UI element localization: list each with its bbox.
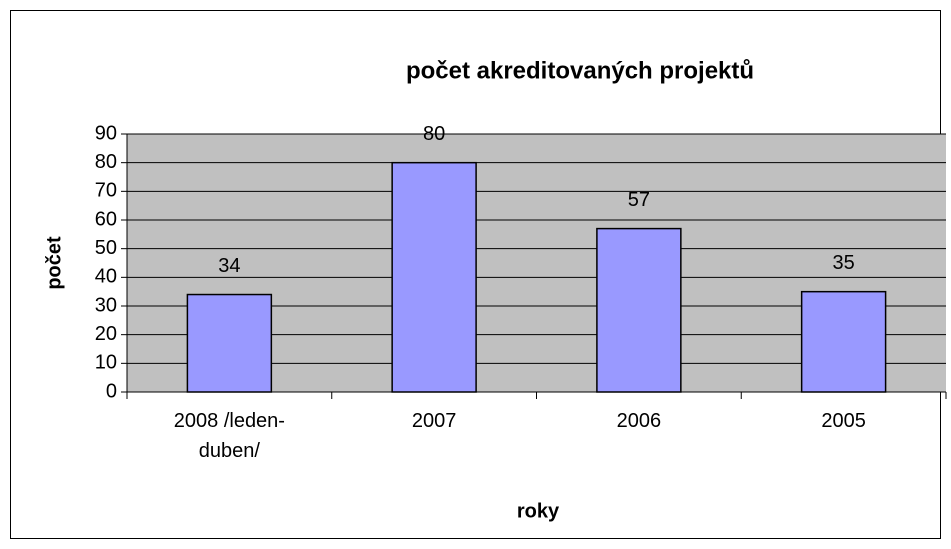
bar [186, 293, 273, 393]
x-tick-label: 2007 [411, 410, 457, 432]
y-tick-label: 40 [95, 266, 117, 288]
x-axis-label: roky [517, 500, 560, 522]
bar [391, 161, 477, 393]
y-tick-label: 60 [95, 208, 117, 230]
x-tick-label: 2008 /leden-duben/ [173, 410, 285, 462]
x-tick-label-box: 2007 [411, 410, 457, 432]
y-tick-label: 0 [106, 380, 117, 402]
value-label: 34 [218, 255, 240, 277]
chart-title: počet akreditovaných projektů [406, 57, 754, 84]
bar [596, 227, 682, 393]
x-tick-label-box: 2005 [821, 410, 866, 432]
y-tick-label: 80 [95, 151, 117, 173]
y-tick-label: 10 [95, 352, 117, 374]
y-tick-label: 50 [95, 237, 117, 259]
y-axis-label: počet [43, 236, 65, 290]
x-tick-label-box: 2006 [616, 410, 662, 432]
y-tick-label: 70 [95, 180, 117, 202]
value-label: 57 [628, 189, 650, 211]
y-tick-label: 90 [95, 122, 117, 144]
y-tick-label: 30 [95, 294, 117, 316]
value-label: 80 [423, 123, 445, 145]
bar [800, 290, 887, 393]
y-tick-label: 20 [95, 323, 117, 345]
x-tick-label: 2005 [821, 410, 866, 432]
x-tick-label-box: 2008 /leden-duben/ [173, 410, 285, 462]
value-label: 35 [833, 252, 855, 274]
x-tick-label: 2006 [616, 410, 662, 432]
